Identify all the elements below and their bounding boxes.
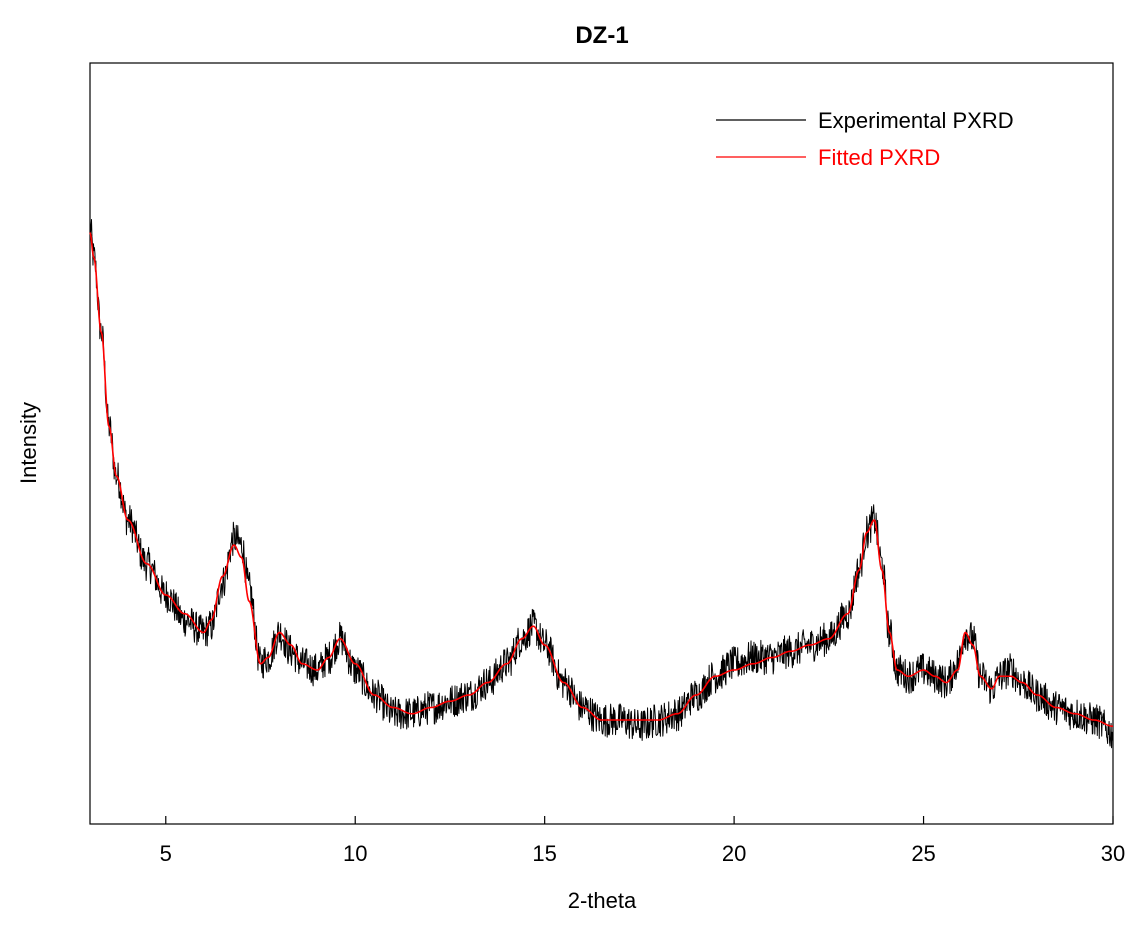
legend-label-fitted: Fitted PXRD — [818, 145, 940, 170]
x-axis-label: 2-theta — [568, 888, 637, 913]
legend: Experimental PXRD Fitted PXRD — [716, 108, 1014, 170]
experimental-pxrd-line — [89, 219, 1114, 749]
y-axis-label: Intensity — [16, 402, 41, 484]
x-tick-label: 15 — [532, 841, 556, 866]
fitted-pxrd-line — [89, 232, 1114, 728]
x-tick-label: 5 — [160, 841, 172, 866]
series-layer — [89, 219, 1114, 749]
x-tick-label: 20 — [722, 841, 746, 866]
chart-title: DZ-1 — [575, 22, 628, 49]
x-tick-label: 10 — [343, 841, 367, 866]
x-tick-label: 30 — [1101, 841, 1125, 866]
x-tick-label: 25 — [911, 841, 935, 866]
plot-frame — [89, 62, 1114, 825]
x-axis-tick-labels: 5 10 15 20 25 30 — [160, 841, 1126, 866]
legend-label-experimental: Experimental PXRD — [818, 108, 1014, 133]
x-axis-ticks — [165, 816, 1114, 824]
